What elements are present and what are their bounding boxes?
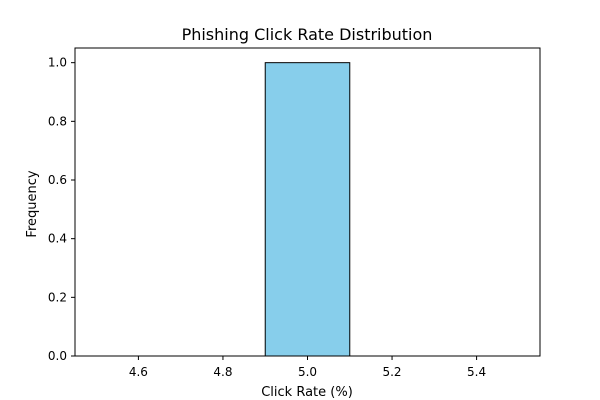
y-tick-label-0: 0.0 xyxy=(48,349,67,363)
y-tick-label-1: 0.2 xyxy=(48,290,67,304)
x-tick-label-3: 5.2 xyxy=(382,365,401,379)
histogram-bar-2 xyxy=(264,62,351,357)
x-tick-label-1: 4.8 xyxy=(213,365,232,379)
x-tick-label-4: 5.4 xyxy=(467,365,486,379)
y-tick-label-5: 1.0 xyxy=(48,56,67,70)
chart-title: Phishing Click Rate Distribution xyxy=(182,25,433,44)
y-axis: 0.0 0.2 0.4 0.6 0.8 1.0 xyxy=(48,56,75,363)
y-tick-label-2: 0.4 xyxy=(48,232,67,246)
y-axis-label: Frequency xyxy=(25,170,40,237)
x-tick-label-2: 5.0 xyxy=(298,365,317,379)
x-tick-label-0: 4.6 xyxy=(129,365,148,379)
y-tick-label-4: 0.8 xyxy=(48,114,67,128)
x-axis-label: Click Rate (%) xyxy=(261,385,353,400)
x-axis: 4.6 4.8 5.0 5.2 5.4 xyxy=(129,356,486,379)
y-tick-label-3: 0.6 xyxy=(48,173,67,187)
